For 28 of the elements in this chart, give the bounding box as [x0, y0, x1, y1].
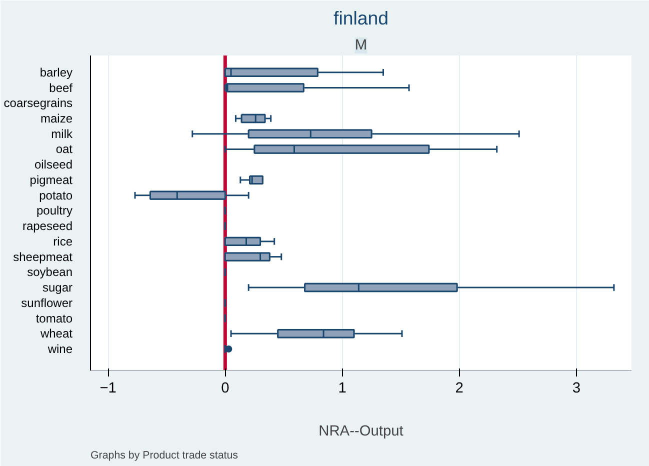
y-tick-label: tomato [36, 311, 73, 326]
y-tick-label: wine [46, 342, 73, 356]
y-tick-label: sheepmeat [13, 250, 74, 264]
x-axis-title: NRA--Output [318, 424, 404, 440]
y-tick-label: sugar [42, 280, 73, 295]
y-tick-label: oat [56, 142, 74, 156]
y-tick-label: milk [51, 126, 74, 141]
y-tick-label: potato [39, 188, 73, 202]
y-tick-label: rice [53, 234, 73, 248]
chart-subtitle: M [354, 38, 368, 54]
x-tick-label: 1 [338, 380, 346, 396]
x-tick-label: 0 [221, 380, 230, 396]
y-tick-label: beef [49, 80, 74, 95]
y-tick-label: coarsegrains [4, 96, 72, 110]
y-tick-label: rapeseed [22, 219, 73, 234]
text: Graphs by Product trade status [90, 450, 238, 462]
y-tick-label: sunflower [21, 296, 73, 310]
y-tick-label: soybean [27, 265, 73, 280]
chart-title: finland [334, 8, 388, 28]
y-tick-label: oilseed [34, 158, 73, 172]
x-tick-label: −1 [100, 380, 116, 396]
y-tick-label: maize [40, 112, 73, 126]
y-tick-label: pigmeat [30, 172, 74, 187]
y-tick-label: barley [40, 65, 73, 80]
x-tick-label: 3 [572, 380, 581, 396]
y-tick-label: poultry [36, 204, 73, 218]
x-tick-label: 2 [455, 380, 464, 396]
y-tick-label: wheat [39, 326, 74, 341]
